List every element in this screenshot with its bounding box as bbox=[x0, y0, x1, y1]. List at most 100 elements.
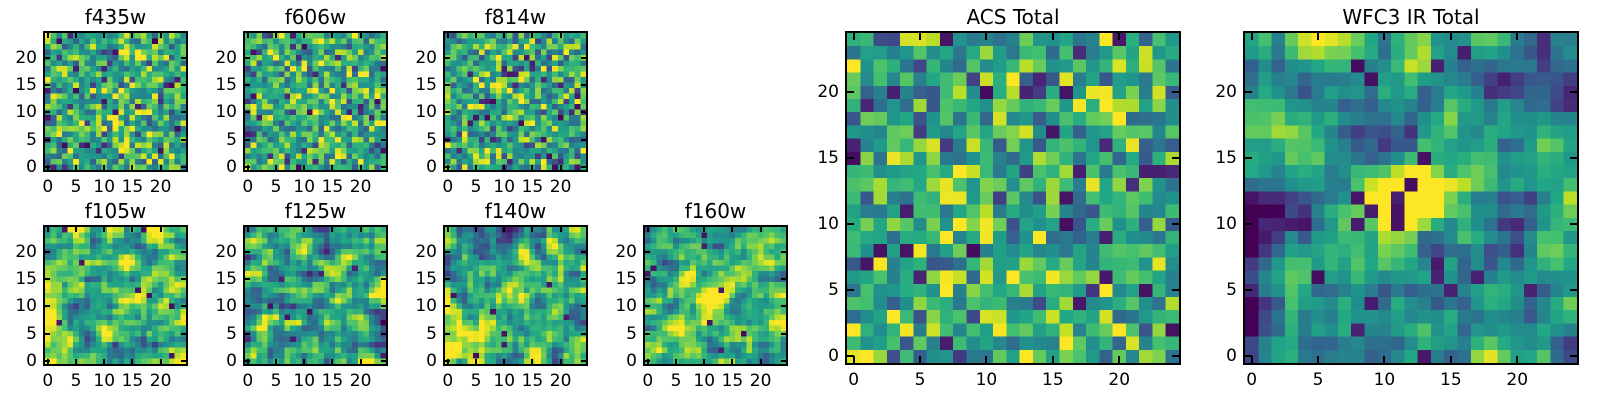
y-tick-mark bbox=[445, 360, 450, 363]
x-tick-mark bbox=[303, 227, 306, 232]
x-tick-label: 10 bbox=[1373, 370, 1396, 390]
y-tick-mark bbox=[381, 305, 386, 308]
y-tick-mark bbox=[381, 278, 386, 281]
x-tick-mark bbox=[131, 33, 134, 38]
y-tick-mark bbox=[45, 138, 50, 141]
x-tick-mark bbox=[75, 227, 78, 232]
y-tick-mark bbox=[45, 305, 50, 308]
y-tick-mark bbox=[245, 305, 250, 308]
x-tick-mark bbox=[559, 165, 562, 170]
x-tick-mark bbox=[475, 165, 478, 170]
panel-title-f160w: f160w bbox=[684, 199, 747, 223]
y-tick-mark bbox=[445, 84, 450, 87]
x-tick-label: 15 bbox=[321, 177, 344, 197]
x-tick-mark bbox=[46, 33, 49, 38]
x-tick-mark bbox=[159, 33, 162, 38]
y-tick-mark bbox=[381, 360, 386, 363]
y-tick-mark bbox=[1245, 355, 1252, 358]
y-tick-label: 0 bbox=[226, 351, 237, 372]
x-tick-mark bbox=[985, 33, 988, 40]
y-tick-mark bbox=[445, 138, 450, 141]
y-tick-mark bbox=[1245, 91, 1252, 94]
y-tick-mark bbox=[781, 332, 786, 335]
y-tick-mark bbox=[781, 305, 786, 308]
y-tick-mark bbox=[645, 278, 650, 281]
y-tick-mark bbox=[181, 111, 186, 114]
x-tick-mark bbox=[331, 227, 334, 232]
x-tick-label: 15 bbox=[321, 371, 344, 391]
y-tick-mark bbox=[181, 166, 186, 169]
y-tick-mark bbox=[45, 166, 50, 169]
x-tick-mark bbox=[446, 33, 449, 38]
panel-title-f125w: f125w bbox=[284, 199, 347, 223]
y-tick-label: 0 bbox=[26, 157, 37, 178]
y-tick-mark bbox=[1570, 289, 1577, 292]
y-tick-label: 5 bbox=[426, 323, 437, 344]
y-tick-mark bbox=[847, 223, 854, 226]
y-tick-mark bbox=[181, 305, 186, 308]
x-tick-mark bbox=[246, 33, 249, 38]
x-tick-label: 10 bbox=[493, 177, 516, 197]
y-tick-mark bbox=[45, 56, 50, 59]
panel-f435w: f435w 0 5 10 15 20 0 5 10 15 20 bbox=[15, 6, 188, 197]
x-tick-mark bbox=[131, 165, 134, 170]
y-tick-mark bbox=[245, 250, 250, 253]
x-tick-mark bbox=[1317, 33, 1320, 40]
y-tick-label: 10 bbox=[215, 102, 237, 123]
x-tick-label: 5 bbox=[670, 371, 682, 391]
x-tick-label: 15 bbox=[1440, 370, 1462, 390]
x-tick-label: 5 bbox=[470, 177, 482, 197]
heatmap-image-f125w bbox=[245, 227, 386, 364]
y-tick-mark bbox=[1570, 355, 1577, 358]
x-tick-mark bbox=[46, 227, 49, 232]
x-tick-label: 5 bbox=[914, 370, 926, 390]
x-tick-mark bbox=[759, 359, 762, 364]
y-tick-mark bbox=[1570, 157, 1577, 160]
x-tick-mark bbox=[703, 227, 706, 232]
x-tick-mark bbox=[159, 227, 162, 232]
y-tick-mark bbox=[847, 355, 854, 358]
panel-f125w: f125w 0 5 10 15 20 0 5 10 15 20 bbox=[215, 200, 388, 391]
y-tick-mark bbox=[645, 360, 650, 363]
y-tick-mark bbox=[581, 305, 586, 308]
x-tick-mark bbox=[303, 33, 306, 38]
x-tick-mark bbox=[531, 359, 534, 364]
x-tick-mark bbox=[731, 227, 734, 232]
x-tick-label: 0 bbox=[42, 177, 54, 197]
panel-title-acs_total: ACS Total bbox=[966, 5, 1060, 29]
heatmap-image-f435w bbox=[45, 33, 186, 170]
y-tick-label: 20 bbox=[215, 241, 237, 262]
y-tick-mark bbox=[381, 250, 386, 253]
y-tick-mark bbox=[645, 332, 650, 335]
y-tick-mark bbox=[381, 111, 386, 114]
x-tick-mark bbox=[852, 33, 855, 40]
x-tick-mark bbox=[303, 165, 306, 170]
x-tick-mark bbox=[1051, 33, 1054, 40]
x-tick-label: 5 bbox=[270, 177, 282, 197]
heatmap-image-f606w bbox=[245, 33, 386, 170]
y-tick-label: 20 bbox=[215, 47, 237, 68]
y-tick-label: 20 bbox=[1215, 82, 1237, 103]
y-tick-mark bbox=[581, 278, 586, 281]
x-tick-mark bbox=[275, 33, 278, 38]
panel-f606w: f606w 0 5 10 15 20 0 5 10 15 20 bbox=[215, 6, 388, 197]
y-tick-label: 5 bbox=[626, 323, 637, 344]
y-tick-mark bbox=[245, 332, 250, 335]
x-tick-mark bbox=[103, 359, 106, 364]
x-tick-mark bbox=[303, 359, 306, 364]
y-tick-mark bbox=[581, 56, 586, 59]
x-tick-mark bbox=[359, 227, 362, 232]
y-tick-label: 20 bbox=[415, 47, 437, 68]
x-tick-label: 20 bbox=[1506, 370, 1529, 390]
y-tick-mark bbox=[581, 250, 586, 253]
y-tick-label: 20 bbox=[15, 47, 37, 68]
x-tick-label: 20 bbox=[349, 371, 372, 391]
heatmap-image-f105w bbox=[45, 227, 186, 364]
x-tick-mark bbox=[446, 227, 449, 232]
y-tick-mark bbox=[581, 138, 586, 141]
y-tick-mark bbox=[445, 166, 450, 169]
x-tick-mark bbox=[359, 359, 362, 364]
x-tick-mark bbox=[1449, 33, 1452, 40]
y-tick-mark bbox=[245, 166, 250, 169]
x-tick-mark bbox=[475, 359, 478, 364]
